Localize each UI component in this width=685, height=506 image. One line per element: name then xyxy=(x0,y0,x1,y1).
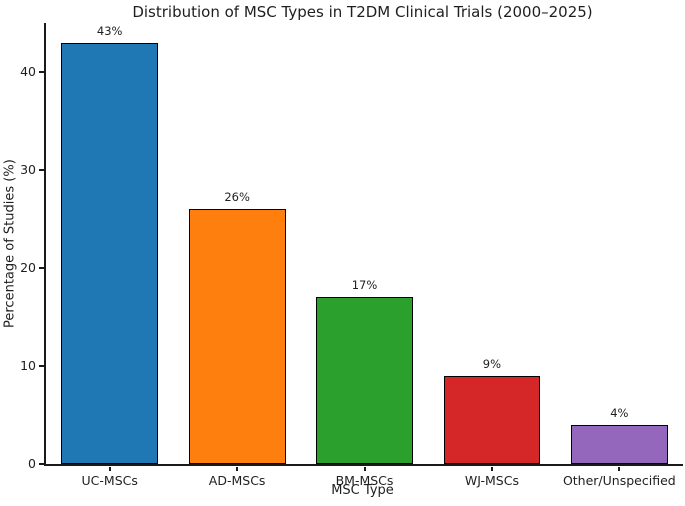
bar-value-label-wj-mscs: 9% xyxy=(482,356,502,371)
x-tick-label-bm-mscs: BM-MSCs xyxy=(335,473,394,488)
y-tick-mark xyxy=(39,71,44,74)
y-tick-mark xyxy=(39,463,44,465)
y-tick-mark xyxy=(39,169,44,172)
bars-container: 43% UC-MSCs 26% AD-MSCs 17% BM-MSCs 9% WJ-MSCs 4… xyxy=(46,23,683,488)
x-tick-label-ad-mscs: AD-MSCs xyxy=(208,473,266,488)
bar-slot-other-unspecified: 4% Other/Unspecified xyxy=(556,23,683,488)
x-tick-mark xyxy=(618,467,621,471)
bar-other-unspecified xyxy=(570,424,668,464)
x-axis-label: MSC Type xyxy=(331,483,394,498)
bar-ad-mscs xyxy=(188,209,286,464)
bar-slot-bm-mscs: 17% BM-MSCs xyxy=(301,23,428,488)
x-tick-mark xyxy=(363,467,366,471)
bar-slot-uc-mscs: 43% UC-MSCs xyxy=(46,23,173,488)
y-tick-label: 20 xyxy=(20,260,36,276)
x-tick-mark xyxy=(490,467,493,471)
bar-wj-mscs xyxy=(443,375,541,464)
bar-slot-wj-mscs: 9% WJ-MSCs xyxy=(428,23,555,488)
chart-title: Distribution of MSC Types in T2DM Clinic… xyxy=(132,3,593,21)
bar-value-label-bm-mscs: 17% xyxy=(351,278,378,293)
y-tick-label: 30 xyxy=(20,162,36,178)
y-tick-label: 40 xyxy=(20,64,36,80)
x-tick-mark xyxy=(236,467,239,471)
bar-slot-ad-mscs: 26% AD-MSCs xyxy=(173,23,300,488)
bar-bm-mscs xyxy=(316,297,413,464)
x-tick-label-uc-mscs: UC-MSCs xyxy=(81,473,138,488)
x-tick-mark xyxy=(108,467,111,471)
y-tick-mark xyxy=(39,365,44,368)
bar-value-label-ad-mscs: 26% xyxy=(224,190,250,205)
bar-value-label-uc-mscs: 43% xyxy=(96,23,123,38)
y-tick-label: 10 xyxy=(20,358,36,374)
y-tick-label: 0 xyxy=(28,456,36,471)
y-tick-mark xyxy=(39,267,44,270)
y-axis-label: Percentage of Studies (%) xyxy=(2,159,18,328)
x-tick-label-wj-mscs: WJ-MSCs xyxy=(464,473,519,488)
bar-uc-mscs xyxy=(61,42,159,464)
x-tick-label-other-unspecified: Other/Unspecified xyxy=(562,473,676,488)
plot-area: 43% UC-MSCs 26% AD-MSCs 17% BM-MSCs 9% WJ-MSCs 4… xyxy=(20,23,683,488)
bar-value-label-other-unspecified: 4% xyxy=(610,405,629,420)
